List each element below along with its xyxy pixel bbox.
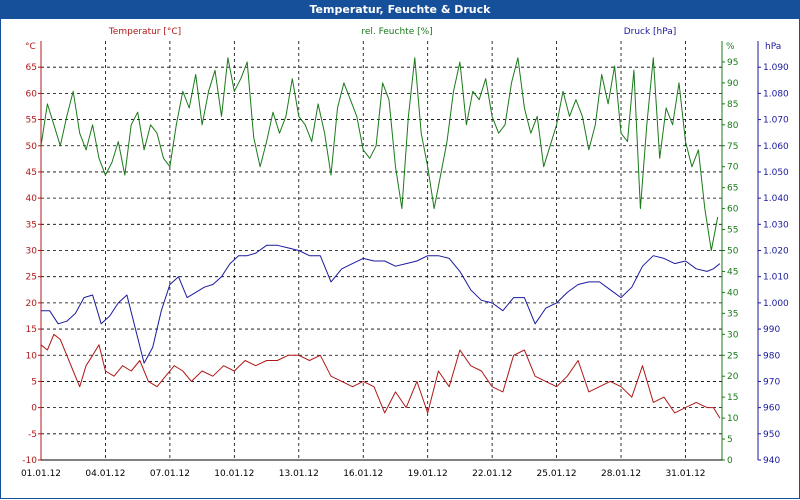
humidity-tick-label: 80 [727,121,739,131]
pressure-tick-label: 1.090 [763,63,789,73]
temperature-tick-label: 65 [26,63,37,73]
axes [38,41,761,461]
humidity-tick-label: 70 [727,163,739,173]
pressure-tick-label: 1.070 [763,116,789,126]
temperature-tick-label: 35 [26,220,37,230]
pressure-tick-label: 1.010 [763,273,789,283]
pressure-tick-label: 1.050 [763,168,789,178]
pressure-tick-label: 980 [763,351,780,361]
temperature-line [40,333,721,419]
pressure-tick-label: 1.000 [763,299,789,309]
temperature-tick-label: 55 [26,116,37,126]
humidity-unit-label: % [726,42,735,52]
legend-humidity: rel. Feuchte [%] [361,27,432,37]
x-tick-label: 04.01.12 [85,469,125,479]
series-lines [40,57,721,419]
humidity-tick-label: 40 [727,288,739,298]
humidity-tick-label: 30 [727,330,739,340]
x-tick-label: 07.01.12 [150,469,190,479]
window-title: Temperatur, Feuchte & Druck [0,0,800,19]
temperature-tick-label: 5 [31,377,37,387]
temperature-tick-label: 45 [26,168,37,178]
humidity-tick-label: 5 [727,435,733,445]
x-tick-label: 22.01.12 [472,469,512,479]
humidity-tick-label: 90 [727,79,739,89]
temperature-tick-label: 30 [26,247,38,257]
temperature-tick-label: -10 [22,456,37,466]
pressure-tick-label: 1.040 [763,194,789,204]
humidity-tick-label: 75 [727,142,738,152]
temperature-tick-label: 0 [31,404,37,414]
x-tick-label: 28.01.12 [601,469,641,479]
humidity-tick-label: 20 [727,372,739,382]
humidity-line [40,57,719,251]
x-tick-label: 01.01.12 [21,469,61,479]
x-tick-label: 16.01.12 [343,469,383,479]
temperature-tick-label: 50 [26,142,38,152]
humidity-tick-label: 15 [727,393,738,403]
humidity-tick-label: 50 [727,247,739,257]
temperature-tick-label: -5 [28,430,37,440]
temperature-tick-label: 20 [26,299,38,309]
x-tick-label: 25.01.12 [537,469,577,479]
temperature-unit-label: °C [25,42,36,52]
legend-temperature: Temperatur [°C] [108,27,181,37]
humidity-tick-label: 35 [727,309,738,319]
pressure-line [41,244,721,364]
temperature-tick-label: 40 [26,194,38,204]
pressure-tick-label: 1.020 [763,247,789,257]
humidity-tick-label: 10 [727,414,739,424]
x-tick-label: 13.01.12 [279,469,319,479]
humidity-tick-label: 0 [727,456,733,466]
humidity-tick-label: 45 [727,267,738,277]
pressure-tick-label: 960 [763,404,780,414]
legend-pressure: Druck [hPa] [624,27,677,37]
humidity-tick-label: 95 [727,58,738,68]
temperature-tick-label: 15 [26,325,37,335]
humidity-tick-label: 25 [727,351,738,361]
grid [41,41,722,460]
tick-labels: 01.01.12 04.01.12 07.01.12 10.01.12 13.01.12… [21,58,789,479]
x-tick-label: 10.01.12 [214,469,254,479]
pressure-tick-label: 990 [763,325,780,335]
pressure-tick-label: 940 [763,456,780,466]
humidity-tick-label: 55 [727,226,738,236]
pressure-tick-label: 1.080 [763,89,789,99]
x-tick-label: 19.01.12 [408,469,448,479]
pressure-tick-label: 1.060 [763,142,789,152]
pressure-tick-label: 970 [763,377,780,387]
humidity-tick-label: 65 [727,184,738,194]
temperature-tick-label: 10 [26,351,38,361]
pressure-unit-label: hPa [765,42,781,52]
temperature-tick-label: 25 [26,273,37,283]
humidity-tick-label: 60 [727,205,739,215]
pressure-tick-label: 950 [763,430,780,440]
temperature-tick-label: 60 [26,89,38,99]
pressure-tick-label: 1.030 [763,220,789,230]
x-tick-label: 31.01.12 [665,469,705,479]
humidity-tick-label: 85 [727,100,738,110]
